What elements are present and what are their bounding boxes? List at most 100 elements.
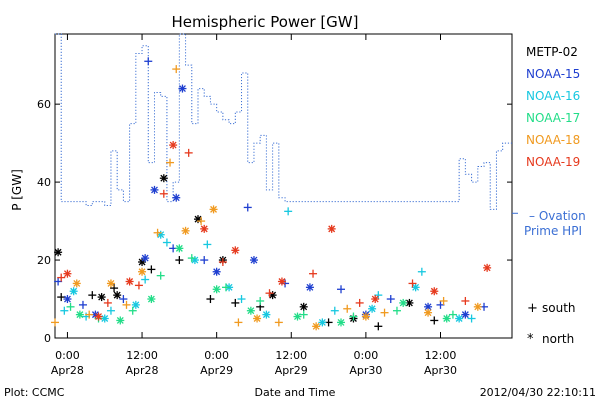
legend-satellite-noaa-19: NOAA-19 (526, 155, 580, 169)
point-noaa-19-south (461, 296, 470, 305)
point-noaa-15-north (178, 84, 187, 93)
north-marker-d2 (430, 287, 438, 295)
point-metp-02-south (430, 316, 439, 325)
north-marker-d2 (318, 318, 326, 326)
north-marker-d2 (95, 313, 102, 321)
north-marker-d2 (213, 285, 221, 293)
north-marker-d2 (151, 186, 158, 194)
north-marker-d2 (101, 315, 109, 322)
north-marker-d2 (424, 303, 432, 311)
x-tick-date-label: Apr30 (424, 364, 457, 377)
point-noaa-16-south (284, 207, 293, 216)
x-tick-date-label: Apr29 (200, 364, 233, 377)
x-tick-time-label: 0:00 (55, 349, 80, 362)
north-marker-d2 (160, 174, 168, 182)
point-noaa-18-south (122, 300, 131, 309)
point-metp-02-south (175, 256, 184, 265)
north-marker-d2 (54, 248, 62, 256)
north-marker-d2 (362, 313, 370, 321)
point-noaa-18-south (51, 318, 59, 327)
point-noaa-18-north (181, 226, 190, 235)
point-noaa-18-north (72, 279, 81, 288)
point-noaa-17-south (448, 310, 457, 319)
point-noaa-15-south (243, 203, 252, 212)
point-noaa-18-north (473, 302, 482, 311)
point-noaa-16-north (69, 287, 78, 296)
point-noaa-17-north (116, 316, 125, 325)
point-metp-02-north (113, 291, 122, 300)
point-metp-02-south (147, 265, 156, 274)
legend-ovation-line: – Ovation (529, 209, 586, 223)
point-noaa-17-north (337, 318, 346, 327)
point-noaa-16-south (330, 306, 339, 315)
point-noaa-18-north (209, 205, 218, 214)
point-noaa-16-south (60, 306, 69, 315)
point-noaa-18-north (106, 279, 115, 288)
point-noaa-15-north (150, 185, 159, 194)
north-marker-d2 (157, 231, 165, 239)
point-noaa-19-north (371, 295, 380, 304)
point-noaa-19-north (63, 269, 72, 278)
north-marker-d2 (368, 305, 376, 313)
point-noaa-17-north (75, 310, 84, 319)
point-metp-02-south (374, 322, 383, 331)
north-marker-d2 (126, 278, 134, 285)
legend-satellite-noaa-17: NOAA-17 (526, 111, 580, 125)
point-noaa-17-north (399, 298, 408, 307)
north-marker-d2 (70, 287, 78, 295)
north-marker-d2 (200, 225, 208, 233)
north-marker-d2 (141, 254, 149, 262)
north-marker-d2 (63, 270, 71, 278)
x-tick-date-label: Apr28 (126, 364, 159, 377)
x-tick-date-label: Apr28 (51, 364, 84, 377)
footer-plot-credit: Plot: CCMC (4, 386, 65, 399)
point-noaa-19-south (408, 279, 417, 288)
point-noaa-19-south (218, 258, 227, 266)
north-marker-d2 (253, 315, 261, 322)
north-marker-d2 (107, 279, 115, 287)
point-noaa-16-south (467, 314, 476, 323)
point-metp-02-north (97, 293, 106, 302)
point-noaa-18-south (439, 296, 448, 305)
y-axis-label: P [GW] (10, 169, 24, 211)
point-noaa-15-north (305, 283, 314, 292)
point-noaa-19-north (327, 224, 336, 233)
north-marker-d2 (194, 215, 202, 223)
point-noaa-15-north (141, 254, 150, 263)
north-marker-d2 (306, 283, 314, 291)
point-metp-02-south (231, 298, 240, 307)
point-noaa-15-north (212, 267, 221, 276)
legend-ovation-name: Prime HPI (524, 224, 582, 238)
north-marker-d2 (328, 225, 336, 233)
point-noaa-17-north (442, 314, 451, 323)
x-tick-time-label: 0:00 (354, 349, 379, 362)
north-marker-d2 (147, 295, 155, 303)
point-noaa-19-south (159, 189, 168, 198)
point-noaa-18-north (424, 308, 433, 317)
north-marker-d2 (113, 291, 121, 299)
north-marker-d2 (191, 256, 199, 264)
point-metp-02-south (88, 291, 97, 300)
point-noaa-16-south (203, 240, 212, 249)
north-marker-d2 (182, 227, 190, 235)
north-marker-d2 (294, 313, 301, 321)
north-marker-d2 (98, 293, 106, 301)
point-noaa-19-south (103, 298, 112, 307)
north-marker-d2 (278, 278, 286, 285)
north-marker-d2 (172, 194, 180, 202)
point-noaa-15-south (337, 285, 346, 294)
north-marker-d2 (73, 279, 81, 287)
point-metp-02-north (299, 302, 308, 311)
north-marker-d2 (371, 295, 379, 303)
point-noaa-18-north (253, 314, 262, 323)
point-noaa-17-south (128, 306, 137, 315)
north-marker-d2 (213, 268, 221, 276)
point-noaa-16-south (237, 295, 246, 304)
point-noaa-15-north (249, 256, 258, 265)
legend-satellite-noaa-18: NOAA-18 (526, 133, 580, 147)
chart-title: Hemispheric Power [GW] (172, 13, 359, 31)
legend-north-marker-icon: * (527, 332, 534, 347)
north-marker-d2 (210, 205, 218, 213)
point-noaa-18-south (234, 318, 243, 327)
north-marker-d2 (455, 315, 463, 322)
